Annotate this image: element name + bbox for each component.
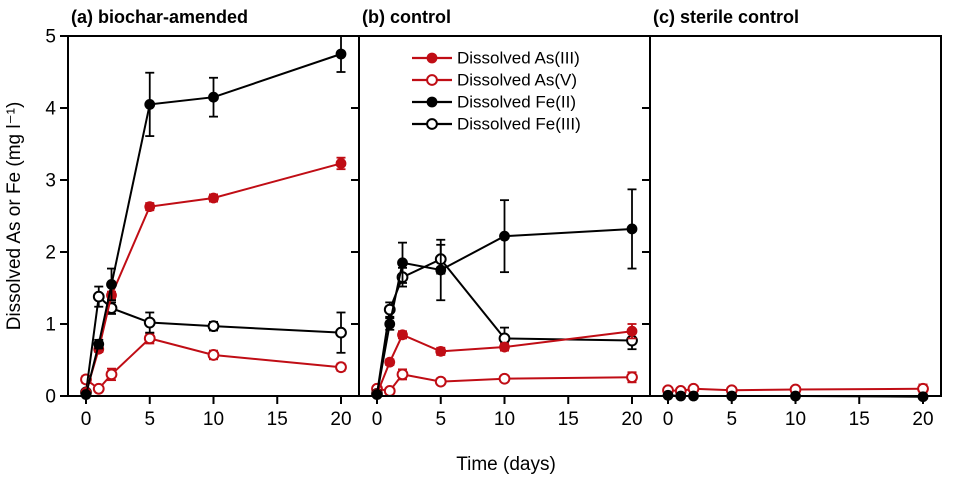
panel-a-title: (a) biochar-amended (71, 7, 248, 27)
legend-label: Dissolved Fe(III) (457, 115, 581, 134)
data-point-marker (434, 375, 447, 388)
series-dissolved-as-iii- (80, 156, 347, 398)
data-point-marker (499, 341, 510, 353)
y-tick-label: 5 (45, 27, 56, 48)
legend: Dissolved As(III) Dissolved As(V) Dissolve… (412, 49, 581, 134)
data-point-marker (397, 257, 408, 269)
data-point-marker (371, 389, 383, 400)
data-point-marker (93, 338, 105, 350)
data-point-marker (80, 389, 92, 400)
panel-c: 0 5 10 15 20 (642, 35, 942, 430)
series-line (85, 53, 342, 395)
x-tick-label: 10 (785, 409, 806, 430)
legend-label: Dissolved As(III) (457, 49, 580, 68)
series-dissolved-fe-ii- (371, 188, 638, 400)
data-point-marker (396, 368, 409, 381)
series-line (376, 227, 633, 395)
data-point-marker (144, 201, 156, 213)
panel-b: 0 5 10 15 20 Dissolved As(III) Dissolved As(V)… (351, 35, 651, 430)
data-point-marker (92, 290, 105, 303)
x-tick-label: 15 (849, 409, 870, 430)
y-tick-label: 2 (45, 243, 56, 264)
data-point-marker (626, 325, 638, 337)
data-point-marker (335, 326, 347, 339)
data-point-marker (335, 361, 347, 374)
legend-marker-filled-circle (426, 96, 438, 108)
x-tick-label: 5 (435, 409, 446, 430)
series-line (85, 337, 342, 391)
x-tick-label: 10 (494, 409, 515, 430)
data-point-marker (383, 385, 396, 397)
data-point-marker (106, 279, 117, 290)
legend-item: Dissolved Fe(II) (412, 93, 576, 112)
series-line (85, 294, 342, 393)
data-point-marker (335, 48, 347, 60)
series-dissolved-fe-iii- (80, 285, 347, 399)
x-tick-label: 20 (330, 409, 351, 430)
legend-label: Dissolved As(V) (457, 71, 577, 90)
x-tick-label: 20 (912, 409, 933, 430)
y-tick-label: 1 (45, 315, 56, 336)
x-tick-label: 0 (372, 409, 383, 430)
x-tick-label: 0 (663, 409, 674, 430)
data-point-marker (499, 230, 510, 242)
data-point-marker (498, 372, 511, 385)
series-dissolved-as-iii- (371, 323, 638, 400)
series-dissolved-as-v- (371, 368, 638, 397)
y-tick-label: 4 (45, 99, 56, 120)
panel-a: 0 1 2 3 4 5 0 5 10 15 20 (45, 27, 360, 430)
series-dissolved-fe-ii- (80, 35, 347, 400)
data-point-marker (384, 318, 396, 330)
data-point-marker (105, 368, 118, 381)
data-point-marker (335, 158, 347, 169)
x-axis-label: Time (days) (456, 454, 556, 475)
legend-label: Dissolved Fe(II) (457, 93, 576, 112)
legend-item: Dissolved As(V) (412, 71, 577, 90)
data-point-marker (92, 382, 105, 395)
legend-item: Dissolved Fe(III) (412, 115, 581, 134)
data-point-marker (143, 332, 156, 345)
panel-c-title: (c) sterile control (653, 7, 799, 27)
legend-marker-filled-circle (426, 52, 438, 64)
legend-marker-open-circle (426, 74, 438, 86)
y-tick-label: 0 (45, 387, 56, 408)
data-point-marker (208, 91, 219, 103)
panel-b-title: (b) control (362, 7, 451, 27)
data-point-marker (208, 192, 219, 204)
series-line (376, 330, 633, 395)
x-tick-label: 5 (144, 409, 155, 430)
y-axis-label: Dissolved As or Fe (mg l⁻¹) (4, 102, 25, 331)
data-point-marker (207, 320, 220, 333)
x-tick-label: 10 (203, 409, 224, 430)
x-tick-label: 0 (81, 409, 92, 430)
data-point-marker (626, 223, 638, 235)
data-point-marker (384, 356, 396, 368)
x-tick-label: 5 (726, 409, 737, 430)
series-dissolved-as-v- (80, 332, 347, 395)
y-tick-label: 3 (45, 171, 56, 192)
data-point-marker (626, 371, 638, 384)
data-point-marker (435, 264, 447, 276)
x-tick-label: 15 (267, 409, 288, 430)
x-tick-label: 20 (621, 409, 642, 430)
data-point-marker (144, 99, 156, 110)
legend-marker-open-circle (426, 118, 438, 130)
x-tick-label: 15 (558, 409, 579, 430)
panel-border (649, 35, 942, 397)
legend-item: Dissolved As(III) (412, 49, 580, 68)
data-point-marker (207, 349, 220, 361)
data-point-marker (435, 345, 447, 357)
data-point-marker (397, 329, 408, 341)
data-point-marker (143, 316, 156, 329)
